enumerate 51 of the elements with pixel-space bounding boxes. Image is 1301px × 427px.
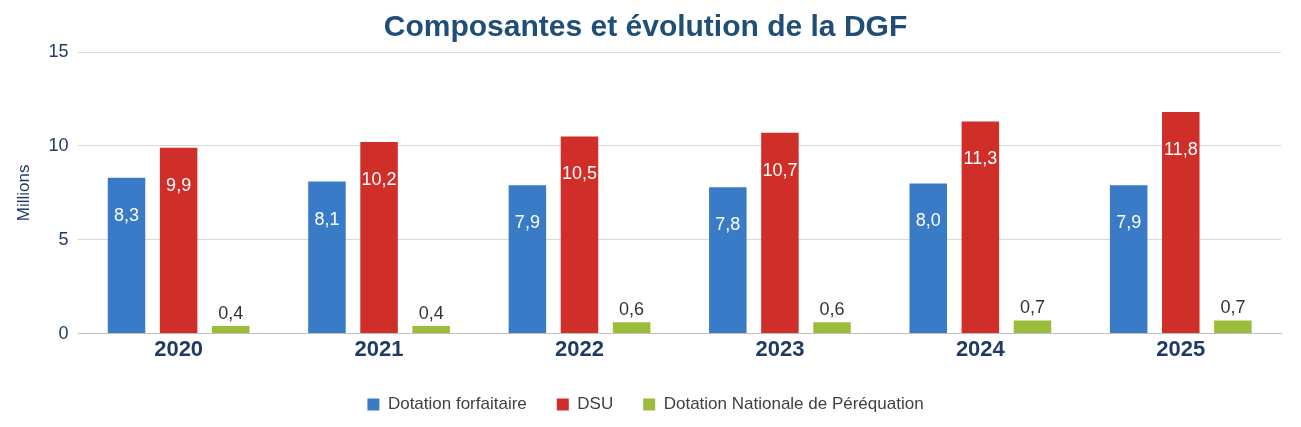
x-tick-label: 2022 bbox=[555, 335, 604, 361]
bar bbox=[1162, 112, 1200, 334]
data-label: 0,7 bbox=[1220, 297, 1246, 318]
data-label: 8,0 bbox=[915, 210, 941, 231]
bar bbox=[360, 142, 398, 334]
bar bbox=[961, 121, 1000, 334]
bar bbox=[1109, 185, 1148, 334]
data-label: 11,8 bbox=[1163, 139, 1198, 160]
bar bbox=[159, 147, 198, 334]
bar bbox=[1013, 320, 1052, 334]
data-label: 8,1 bbox=[314, 208, 340, 229]
bar bbox=[211, 326, 250, 334]
bar bbox=[308, 181, 346, 334]
bar bbox=[1214, 320, 1252, 334]
data-label: 10,2 bbox=[361, 169, 397, 190]
bar bbox=[761, 132, 799, 334]
data-label: 0,6 bbox=[819, 299, 845, 320]
bar bbox=[560, 136, 599, 334]
bar bbox=[612, 322, 651, 334]
data-label: 10,7 bbox=[762, 159, 798, 180]
y-axis-title: Millions bbox=[13, 164, 33, 222]
bar bbox=[909, 183, 947, 334]
data-label: 0,4 bbox=[418, 303, 444, 324]
data-label: 7,9 bbox=[1116, 212, 1142, 233]
data-label: 0,6 bbox=[619, 299, 645, 320]
legend-label: Dotation forfaitaire bbox=[387, 394, 527, 414]
data-label: 8,3 bbox=[114, 204, 140, 225]
y-tick-label: 5 bbox=[58, 228, 69, 249]
data-label: 9,9 bbox=[166, 174, 192, 195]
x-tick-label: 2024 bbox=[955, 335, 1006, 361]
bar bbox=[709, 187, 747, 334]
x-tick-label: 2023 bbox=[755, 335, 805, 361]
chart-title: Composantes et évolution de la DGF bbox=[383, 9, 908, 43]
bar bbox=[508, 185, 547, 334]
y-tick-label: 0 bbox=[58, 322, 69, 343]
legend-label: DSU bbox=[577, 394, 614, 414]
x-tick-label: 2020 bbox=[154, 335, 204, 361]
y-tick-label: 15 bbox=[48, 40, 69, 61]
x-tick-label: 2025 bbox=[1156, 335, 1206, 361]
data-label: 11,3 bbox=[963, 148, 998, 169]
y-tick-label: 10 bbox=[48, 134, 69, 155]
bar bbox=[813, 322, 851, 334]
bar bbox=[412, 326, 450, 334]
x-tick-label: 2021 bbox=[354, 335, 404, 361]
data-label: 7,8 bbox=[715, 214, 741, 235]
data-label: 10,5 bbox=[561, 163, 598, 184]
data-label: 7,9 bbox=[514, 212, 540, 233]
bar bbox=[107, 177, 146, 334]
data-label: 0,7 bbox=[1019, 297, 1045, 318]
legend-label: Dotation Nationale de Péréquation bbox=[663, 394, 924, 414]
data-label: 0,4 bbox=[218, 303, 244, 324]
